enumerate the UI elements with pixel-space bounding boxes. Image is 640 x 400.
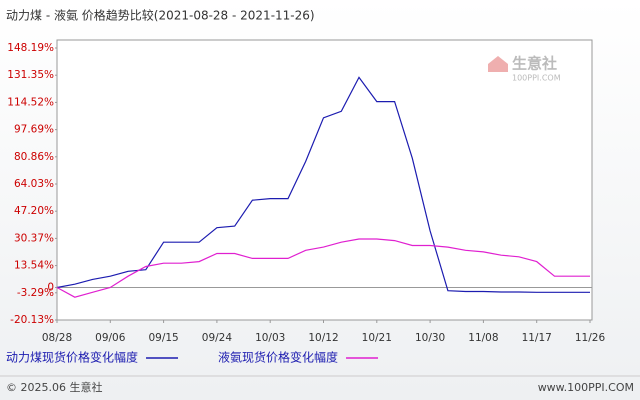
- y-tick-label: 47.20%: [14, 205, 54, 217]
- watermark-icon: [488, 56, 508, 72]
- x-tick-label: 10/21: [362, 332, 392, 344]
- y-tick-label: 114.52%: [7, 96, 54, 108]
- watermark-site: 100PPI.COM: [512, 74, 561, 83]
- plot-area: [56, 39, 593, 321]
- chart-title: 动力煤 - 液氨 价格趋势比较(2021-08-28 - 2021-11-26): [6, 8, 315, 23]
- y-tick-label: 30.37%: [14, 232, 54, 244]
- y-tick-label: -20.13%: [10, 314, 54, 326]
- x-tick-label: 09/24: [202, 332, 233, 344]
- y-tick-label: 0: [47, 281, 54, 293]
- y-tick-label: 13.54%: [14, 260, 54, 272]
- legend-label: 液氨现货价格变化幅度: [218, 350, 338, 365]
- x-tick-label: 11/08: [468, 332, 498, 344]
- y-tick-label: 131.35%: [7, 69, 54, 81]
- x-tick-label: 08/28: [42, 332, 72, 344]
- footer-left: © 2025.06 生意社: [6, 380, 102, 394]
- x-tick-label: 10/12: [308, 332, 338, 344]
- y-tick-label: -3.29%: [17, 287, 54, 299]
- x-tick-label: 11/17: [522, 332, 552, 344]
- x-tick-label: 10/30: [415, 332, 445, 344]
- series-line: [56, 238, 590, 298]
- series-line: [56, 76, 590, 293]
- x-tick-label: 09/06: [95, 332, 126, 344]
- y-tick-label: 97.69%: [14, 124, 54, 136]
- legend-label: 动力煤现货价格变化幅度: [6, 350, 138, 365]
- x-tick-label: 09/15: [148, 332, 178, 344]
- y-tick-label: 80.86%: [14, 151, 54, 163]
- y-tick-label: 64.03%: [14, 178, 54, 190]
- x-tick-label: 10/03: [255, 332, 285, 344]
- footer-right: www.100PPI.COM: [538, 381, 634, 394]
- y-tick-label: 148.19%: [7, 42, 54, 54]
- x-tick-label: 11/26: [575, 332, 606, 344]
- watermark-name: 生意社: [512, 55, 557, 73]
